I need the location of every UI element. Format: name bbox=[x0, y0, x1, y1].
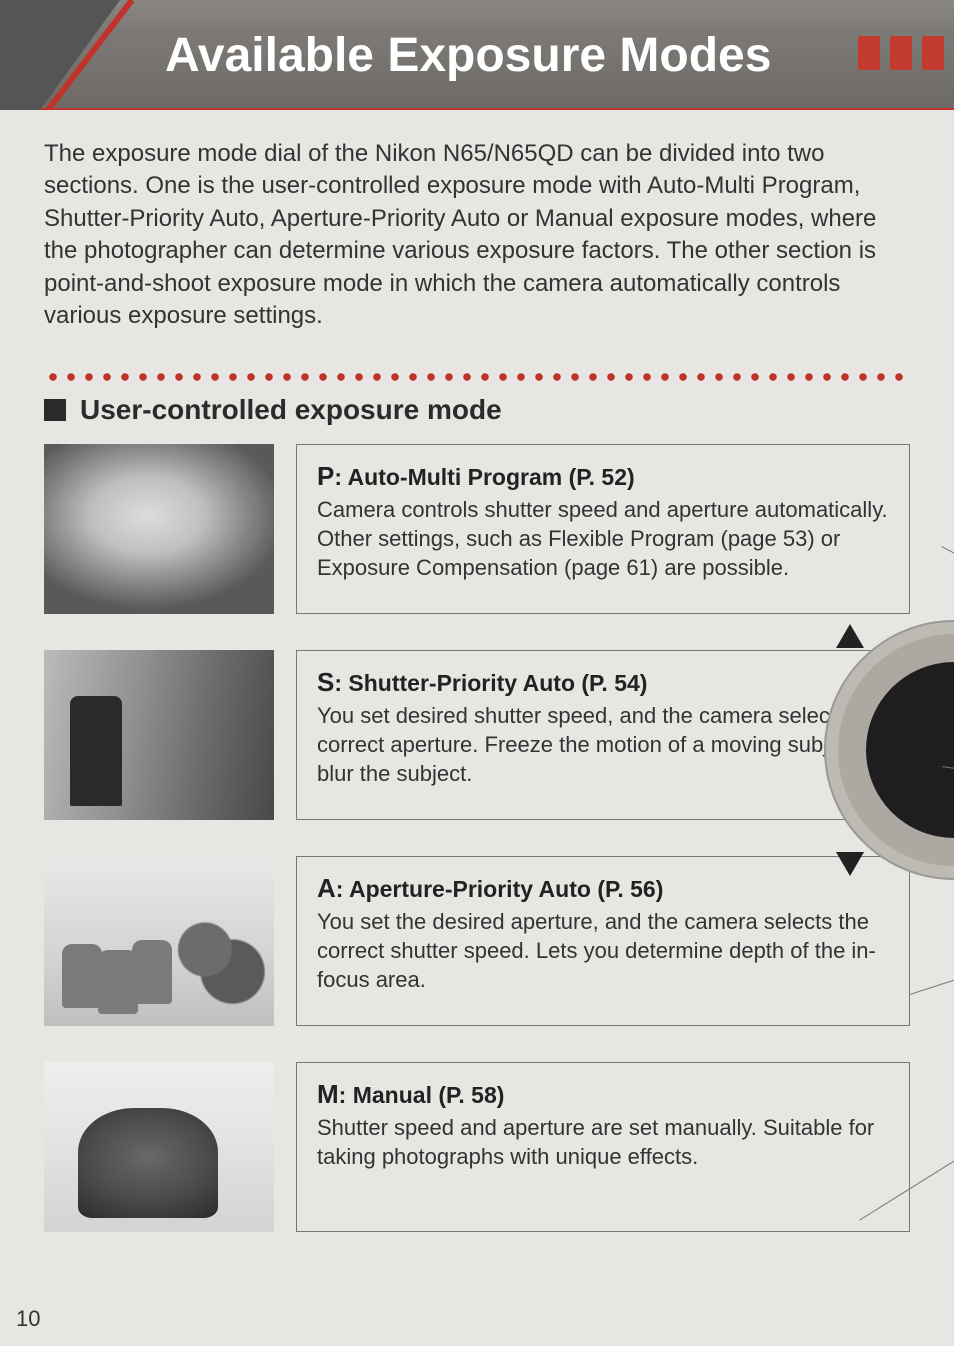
mode-dial-illustration bbox=[824, 620, 954, 880]
square-bullet-icon bbox=[44, 399, 66, 421]
mode-callout: S: Shutter-Priority Auto (P. 54) You set… bbox=[296, 650, 910, 820]
mode-title-text: Manual (P. 58) bbox=[353, 1082, 505, 1108]
intro-paragraph: The exposure mode dial of the Nikon N65/… bbox=[0, 110, 954, 352]
mode-letter: M bbox=[317, 1079, 339, 1109]
header-ticks bbox=[858, 36, 944, 70]
mode-letter: P bbox=[317, 461, 334, 491]
mode-title: A: Aperture-Priority Auto (P. 56) bbox=[317, 873, 889, 904]
section-title: User-controlled exposure mode bbox=[80, 394, 502, 426]
mode-thumbnail bbox=[44, 856, 274, 1026]
mode-thumbnail bbox=[44, 444, 274, 614]
mode-callout: A: Aperture-Priority Auto (P. 56) You se… bbox=[296, 856, 910, 1026]
mode-title: M: Manual (P. 58) bbox=[317, 1079, 889, 1110]
dotted-divider bbox=[44, 370, 910, 384]
page-title: Available Exposure Modes bbox=[165, 28, 771, 83]
mode-thumbnail bbox=[44, 1062, 274, 1232]
mode-row-a: A: Aperture-Priority Auto (P. 56) You se… bbox=[44, 856, 910, 1026]
page-number: 10 bbox=[16, 1306, 40, 1332]
mode-body: You set desired shutter speed, and the c… bbox=[317, 702, 889, 788]
mode-title: S: Shutter-Priority Auto (P. 54) bbox=[317, 667, 889, 698]
mode-letter: A bbox=[317, 873, 336, 903]
leader-line bbox=[941, 546, 954, 575]
mode-title-text: Shutter-Priority Auto (P. 54) bbox=[348, 670, 647, 696]
header-slash-decoration bbox=[0, 0, 180, 110]
mode-row-s: S: Shutter-Priority Auto (P. 54) You set… bbox=[44, 650, 910, 820]
mode-title: P: Auto-Multi Program (P. 52) bbox=[317, 461, 889, 492]
mode-row-m: M: Manual (P. 58) Shutter speed and aper… bbox=[44, 1062, 910, 1232]
dial-arrow-up-icon bbox=[836, 624, 864, 648]
mode-body: Camera controls shutter speed and apertu… bbox=[317, 496, 889, 582]
mode-callout: P: Auto-Multi Program (P. 52) Camera con… bbox=[296, 444, 910, 614]
dial-arrow-down-icon bbox=[836, 852, 864, 876]
mode-letter: S bbox=[317, 667, 334, 697]
mode-thumbnail bbox=[44, 650, 274, 820]
leader-line bbox=[910, 966, 954, 995]
mode-row-p: P: Auto-Multi Program (P. 52) Camera con… bbox=[44, 444, 910, 614]
mode-title-text: Aperture-Priority Auto (P. 56) bbox=[349, 876, 663, 902]
mode-body: Shutter speed and aperture are set manua… bbox=[317, 1114, 889, 1171]
mode-callout: M: Manual (P. 58) Shutter speed and aper… bbox=[296, 1062, 910, 1232]
section-heading: User-controlled exposure mode bbox=[44, 394, 910, 426]
page-header: Available Exposure Modes bbox=[0, 0, 954, 110]
mode-body: You set the desired aperture, and the ca… bbox=[317, 908, 889, 994]
mode-title-text: Auto-Multi Program (P. 52) bbox=[348, 464, 635, 490]
